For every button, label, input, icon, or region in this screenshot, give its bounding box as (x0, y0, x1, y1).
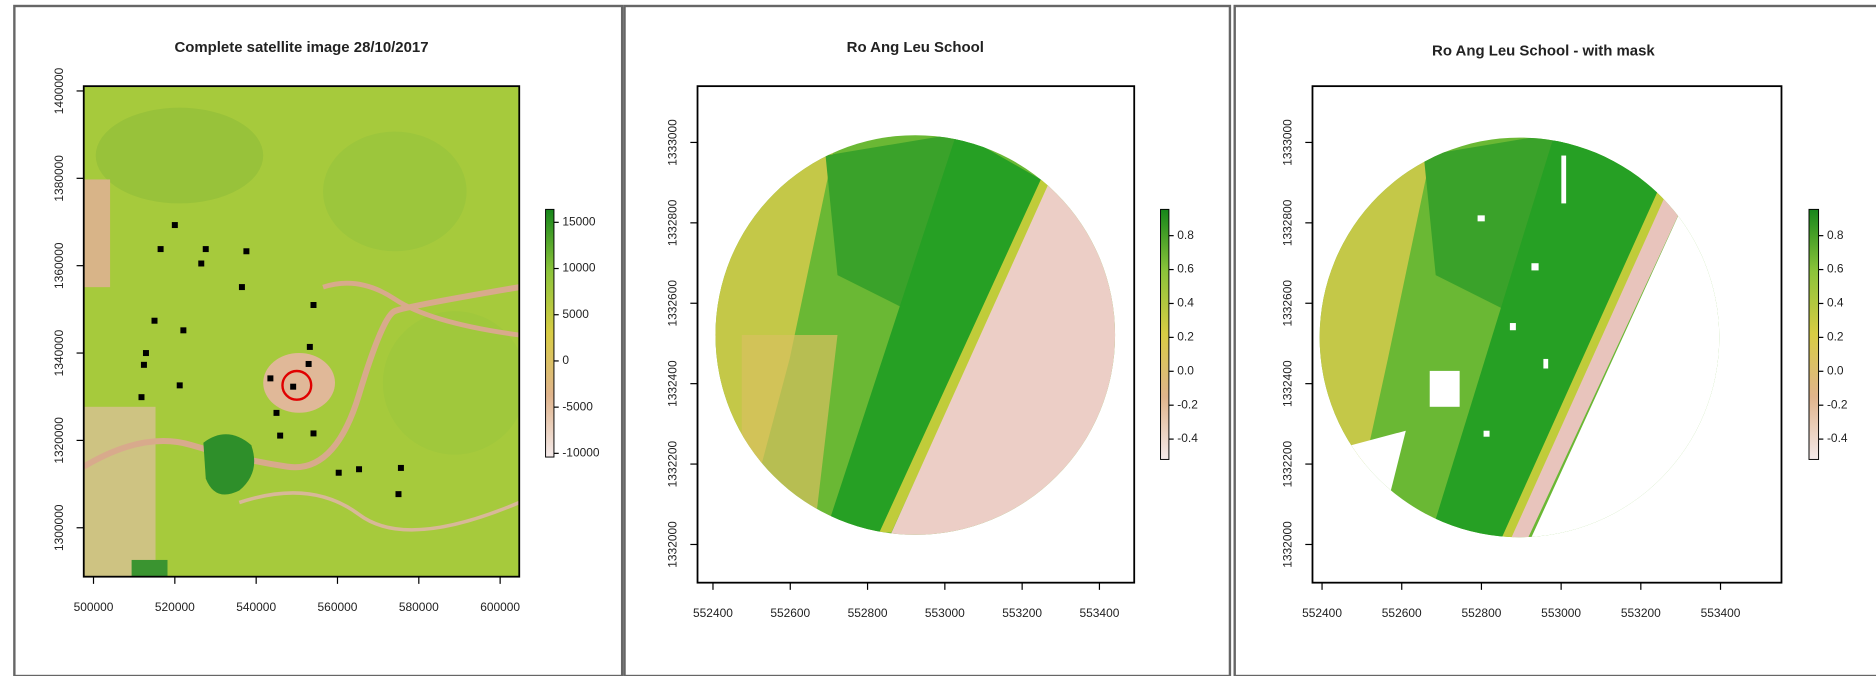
x-tick-label: 553200 (1621, 606, 1661, 620)
colorbar (546, 209, 554, 457)
colorbar-tick-label: -0.4 (1827, 431, 1848, 445)
x-tick-label: 553200 (1002, 606, 1042, 620)
colorbar-tick-label: 0.6 (1177, 262, 1194, 276)
point (277, 433, 283, 439)
chart-title: Ro Ang Leu School - with mask (1432, 42, 1655, 59)
point (274, 410, 280, 416)
x-tick-label: 552600 (1382, 606, 1422, 620)
x-tick-label: 552600 (770, 606, 810, 620)
y-tick-label: 1332000 (1281, 521, 1295, 568)
x-tick-label: 552800 (848, 606, 888, 620)
x-tick-label: 500000 (74, 600, 114, 614)
x-tick-label: 552800 (1461, 606, 1501, 620)
colorbar-tick-label: 0.8 (1827, 228, 1844, 242)
point (267, 375, 273, 381)
y-tick-label: 1332800 (666, 199, 680, 246)
x-tick-label: 553000 (925, 606, 965, 620)
point (152, 318, 158, 324)
colorbar-tick-label: 0.4 (1827, 296, 1844, 310)
point (239, 284, 245, 290)
point (336, 470, 342, 476)
y-tick-label: 1380000 (52, 155, 66, 202)
y-tick-label: 1332600 (666, 280, 680, 327)
point (311, 302, 317, 308)
page: Complete satellite image 28/10/201750000… (0, 0, 1876, 676)
x-tick-label: 552400 (693, 606, 733, 620)
point (180, 327, 186, 333)
y-tick-label: 1333000 (666, 119, 680, 166)
point (398, 465, 404, 471)
point (143, 350, 149, 356)
screenshot: Complete satellite image 28/10/201750000… (0, 0, 1876, 676)
colorbar-tick-label: 0.0 (1827, 363, 1844, 377)
satellite-raster (84, 86, 527, 577)
colorbar-tick-label: 0.8 (1177, 228, 1194, 242)
y-tick-label: 1340000 (52, 329, 66, 376)
point (177, 382, 183, 388)
colorbar-tick-label: 0.4 (1177, 296, 1194, 310)
colorbar-tick-label: 5000 (562, 307, 589, 321)
y-tick-label: 1332000 (666, 521, 680, 568)
colorbar-tick-label: -0.2 (1827, 397, 1848, 411)
point (306, 361, 312, 367)
y-tick-label: 1332200 (666, 440, 680, 487)
x-tick-label: 552400 (1302, 606, 1342, 620)
y-tick-label: 1333000 (1281, 119, 1295, 166)
y-tick-label: 1332600 (1281, 280, 1295, 327)
x-tick-label: 580000 (399, 600, 439, 614)
point (356, 466, 362, 472)
point (243, 248, 249, 254)
x-tick-label: 553400 (1701, 606, 1741, 620)
colorbar (1809, 209, 1819, 459)
point (395, 491, 401, 497)
point (311, 430, 317, 436)
colorbar-tick-label: -0.4 (1177, 431, 1198, 445)
y-tick-label: 1400000 (52, 67, 66, 114)
colorbar-tick-label: 0.0 (1177, 363, 1194, 377)
point (307, 344, 313, 350)
colorbar-tick-label: 10000 (562, 261, 596, 275)
x-tick-label: 553000 (1541, 606, 1581, 620)
y-tick-label: 1332200 (1281, 440, 1295, 487)
colorbar-tick-label: -5000 (562, 399, 593, 413)
x-tick-label: 540000 (236, 600, 276, 614)
point (141, 362, 147, 368)
y-tick-label: 1300000 (52, 504, 66, 551)
point (139, 394, 145, 400)
x-tick-label: 520000 (155, 600, 195, 614)
colorbar-tick-label: 0.2 (1177, 330, 1194, 344)
chart-title: Complete satellite image 28/10/2017 (174, 39, 428, 56)
y-tick-label: 1332400 (1281, 360, 1295, 407)
point (203, 246, 209, 252)
y-tick-label: 1332400 (666, 360, 680, 407)
point (172, 222, 178, 228)
x-tick-label: 560000 (318, 600, 358, 614)
chart-title: Ro Ang Leu School (847, 39, 984, 56)
x-tick-label: 600000 (480, 600, 520, 614)
colorbar-tick-label: 0.2 (1827, 330, 1844, 344)
y-tick-label: 1320000 (52, 417, 66, 464)
colorbar-tick-label: -0.2 (1177, 397, 1198, 411)
colorbar (1161, 209, 1169, 459)
colorbar-tick-label: 0 (562, 353, 569, 367)
point (290, 384, 296, 390)
y-tick-label: 1332800 (1281, 199, 1295, 246)
colorbar-tick-label: -10000 (562, 446, 600, 460)
colorbar-tick-label: 15000 (562, 214, 596, 228)
y-tick-label: 1360000 (52, 242, 66, 289)
point (198, 261, 204, 267)
x-tick-label: 553400 (1079, 606, 1119, 620)
point (158, 246, 164, 252)
colorbar-tick-label: 0.6 (1827, 262, 1844, 276)
